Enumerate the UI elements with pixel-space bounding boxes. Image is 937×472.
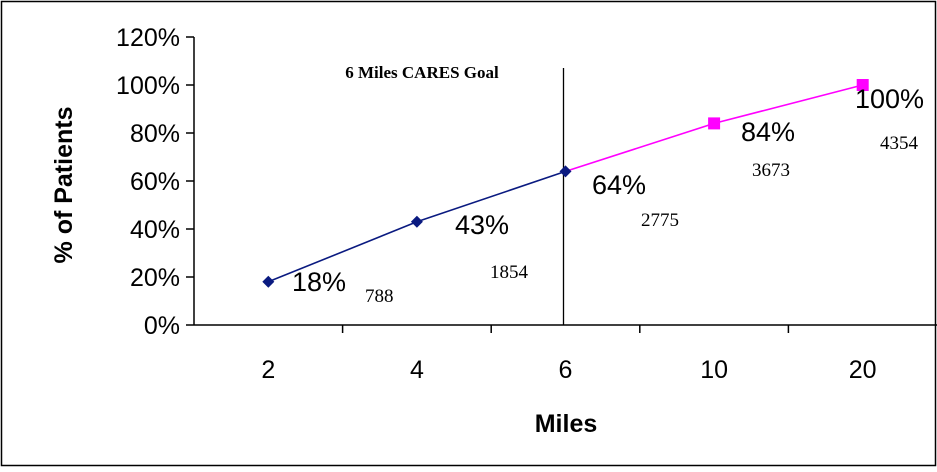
- data-label-count: 4354: [880, 133, 919, 154]
- y-tick-label: 40%: [130, 216, 180, 244]
- series-line-segment: [565, 122, 715, 173]
- y-axis-title: % of Patients: [50, 107, 78, 264]
- data-point-marker: [708, 117, 721, 130]
- data-label-percent: 84%: [741, 117, 795, 147]
- x-tick-label: 10: [700, 356, 728, 384]
- data-label-count: 2775: [641, 210, 679, 231]
- x-tick-label: 4: [410, 356, 424, 384]
- series-line-segment: [416, 170, 566, 223]
- y-tick-label: 0%: [144, 312, 180, 340]
- data-point-marker: [410, 215, 423, 228]
- series-line-segment: [713, 84, 863, 125]
- x-tick-label: 6: [559, 356, 573, 384]
- x-tick-label: 20: [849, 356, 877, 384]
- data-point-marker: [262, 275, 275, 288]
- x-axis-title: Miles: [535, 410, 598, 438]
- data-point-marker: [559, 165, 572, 178]
- data-label-percent: 100%: [855, 84, 924, 114]
- data-label-count: 3673: [752, 160, 790, 181]
- data-label-percent: 18%: [292, 267, 346, 297]
- data-label-count: 1854: [490, 262, 529, 283]
- series-line-segment: [268, 221, 418, 283]
- x-tick-label: 2: [261, 356, 275, 384]
- data-point-marker: [856, 79, 869, 91]
- goal-label: 6 Miles CARES Goal: [345, 63, 499, 82]
- data-label-percent: 64%: [592, 170, 646, 200]
- y-tick-label: 100%: [116, 72, 180, 100]
- y-tick-label: 120%: [116, 24, 180, 52]
- y-tick-label: 80%: [130, 120, 180, 148]
- y-tick-label: 60%: [130, 168, 180, 196]
- data-label-count: 788: [365, 286, 394, 307]
- y-tick-label: 20%: [130, 264, 180, 292]
- data-label-percent: 43%: [455, 210, 509, 240]
